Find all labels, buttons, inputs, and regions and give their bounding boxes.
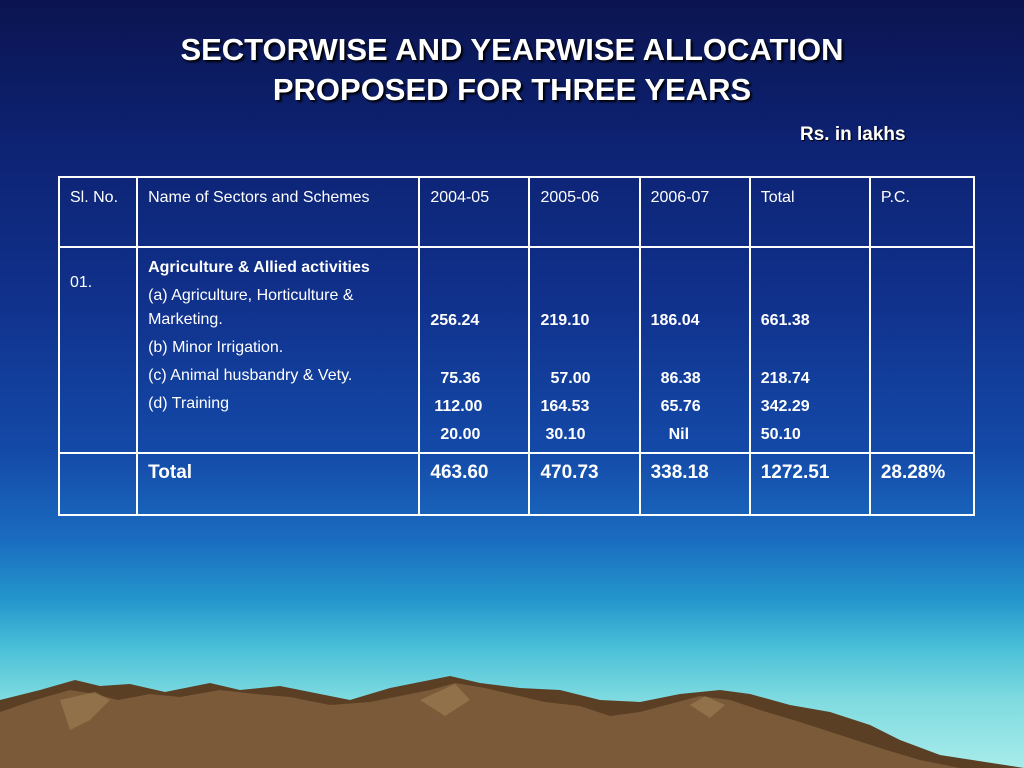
cell-2004-05-values: 256.24 75.36 112.00 20.00 [418,246,531,454]
header-total-text: Total [760,189,795,206]
header-sl-no: Sl. No. [57,176,139,248]
value-total-b: 218.74 [760,370,810,387]
cell-sl-no: 01. [57,246,139,454]
value-2004-05-a: 256.24 [430,312,480,329]
total-2004-05: 463.60 [430,462,489,483]
cell-total-pc: 28.28% [868,452,976,516]
value-total-c: 342.29 [760,398,810,415]
value-total-d: 50.10 [760,426,801,443]
cell-sector-schemes: Agriculture & Allied activities (a) Agri… [136,246,421,454]
allocation-table: Sl. No. Name of Sectors and Schemes 2004… [57,176,976,516]
value-2005-06-d: 30.10 [545,426,586,443]
scheme-c: (c) Animal husbandry & Vety. [148,367,353,384]
value-2005-06-c: 164.53 [540,398,590,415]
header-2004-05: 2004-05 [418,176,531,248]
cell-2006-07-values: 186.04 86.38 65.76 Nil [638,246,751,454]
table-row: 01. Agriculture & Allied activities (a) … [57,246,976,454]
value-2006-07-d: Nil [668,426,690,443]
value-2006-07-b: 86.38 [660,370,701,387]
value-2004-05-d: 20.00 [440,426,481,443]
value-2004-05-c: 112.00 [434,398,483,415]
title-line-1: SECTORWISE AND YEARWISE ALLOCATION [180,32,844,67]
table-total-row: Total 463.60 470.73 338.18 1272.51 28.28… [57,452,976,516]
total-2006-07: 338.18 [650,462,709,483]
total-pc: 28.28% [880,462,946,483]
scheme-d: (d) Training [148,395,229,412]
scheme-a: (a) Agriculture, Horticulture & Marketin… [148,287,354,328]
grand-total: 1272.51 [760,462,830,483]
scheme-b: (b) Minor Irrigation. [148,339,284,356]
header-total: Total [748,176,871,248]
header-sector-name-text: Name of Sectors and Schemes [148,189,370,206]
sector-name: Agriculture & Allied activities [148,259,370,276]
table-header-row: Sl. No. Name of Sectors and Schemes 2004… [57,176,976,248]
cell-grand-total: 1272.51 [748,452,871,516]
header-2005-06-text: 2005-06 [540,189,600,206]
value-total-a: 661.38 [760,312,810,329]
slide-title: SECTORWISE AND YEARWISE ALLOCATION PROPO… [0,30,1024,110]
header-2004-05-text: 2004-05 [430,189,490,206]
total-label: Total [148,462,193,483]
header-2005-06: 2005-06 [528,176,641,248]
value-2006-07-a: 186.04 [650,312,700,329]
cell-total-empty [57,452,139,516]
header-pc-text: P.C. [880,189,910,206]
cell-2005-06-values: 219.10 57.00 164.53 30.10 [528,246,641,454]
cell-total-2005-06: 470.73 [528,452,641,516]
value-2004-05-b: 75.36 [440,370,481,387]
title-line-2: PROPOSED FOR THREE YEARS [272,72,752,107]
cell-total-2004-05: 463.60 [418,452,531,516]
cell-total-values: 661.38 218.74 342.29 50.10 [748,246,871,454]
header-sl-no-text: Sl. No. [70,189,119,206]
pc-value [871,248,973,256]
cell-pc-value [868,246,976,454]
value-2006-07-c: 65.76 [660,398,701,415]
header-sector-name: Name of Sectors and Schemes [136,176,421,248]
value-2005-06-a: 219.10 [540,312,590,329]
value-2005-06-b: 57.00 [550,370,591,387]
sl-no-value: 01. [70,274,93,291]
header-2006-07: 2006-07 [638,176,751,248]
cell-total-2006-07: 338.18 [638,452,751,516]
header-2006-07-text: 2006-07 [650,189,710,206]
total-2005-06: 470.73 [540,462,599,483]
header-pc: P.C. [868,176,976,248]
units-label: Rs. in lakhs [800,124,906,145]
cell-total-label: Total [136,452,421,516]
